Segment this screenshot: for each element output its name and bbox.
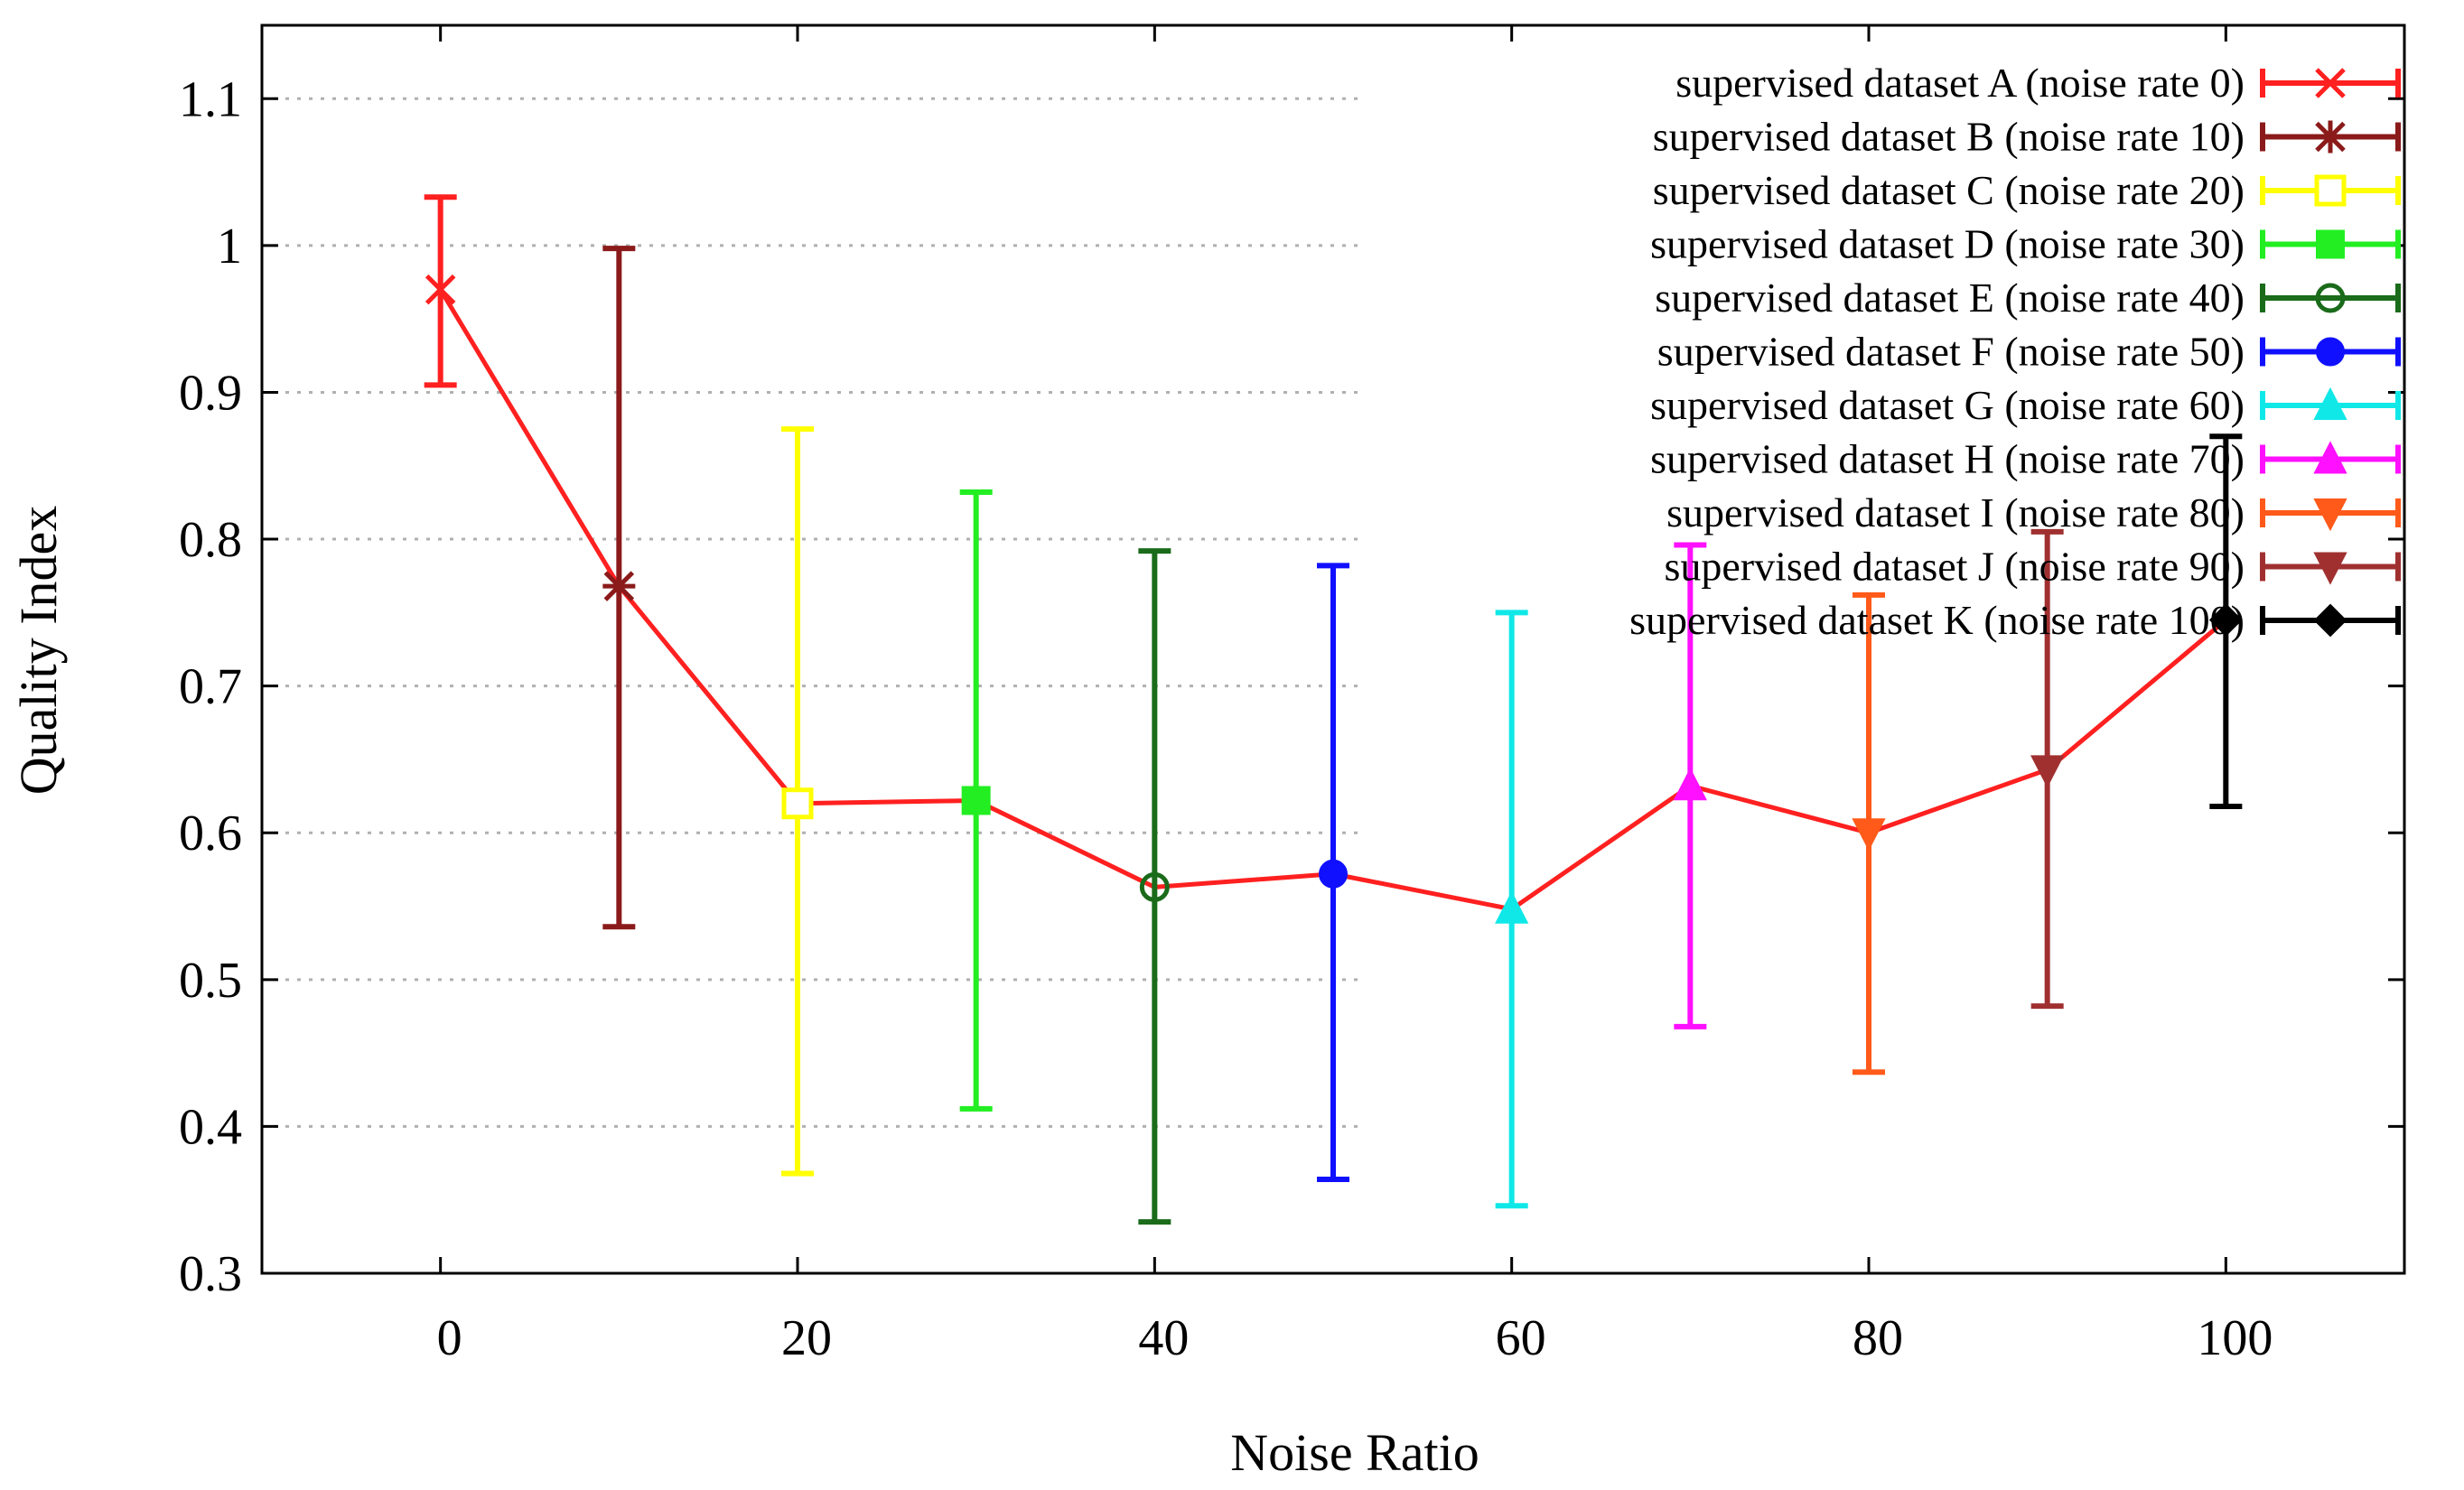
legend-item: supervised dataset A (noise rate 0) xyxy=(1675,60,2401,106)
legend-marker-shape xyxy=(2313,498,2347,532)
data-point-shape xyxy=(961,786,991,815)
y-tick-label: 0.4 xyxy=(179,1099,242,1155)
data-point-shape xyxy=(425,274,456,305)
legend-item: supervised dataset B (noise rate 10) xyxy=(1653,114,2401,160)
legend-marker-shape xyxy=(2314,120,2347,154)
data-point-shape xyxy=(1139,871,1170,902)
legend-item: supervised dataset I (noise rate 80) xyxy=(1666,489,2401,535)
legend-marker-shape xyxy=(2316,337,2345,367)
data-point-shape xyxy=(602,570,636,603)
legend-label: supervised dataset B (noise rate 10) xyxy=(1653,114,2245,160)
y-axis-label: Quality Index xyxy=(9,506,68,796)
y-tick-label: 1 xyxy=(217,219,242,275)
legend-item: supervised dataset F (noise rate 50) xyxy=(1657,329,2401,375)
y-tick-label: 0.9 xyxy=(179,365,242,421)
legend-marker xyxy=(2316,337,2345,367)
x-tick-label: 0 xyxy=(437,1310,462,1366)
legend-marker-shape xyxy=(2314,174,2347,207)
data-point xyxy=(425,274,456,305)
legend-marker-shape xyxy=(2313,603,2347,638)
legend-label: supervised dataset H (noise rate 70) xyxy=(1650,436,2245,482)
legend-marker-shape xyxy=(2315,283,2346,313)
data-point xyxy=(781,787,814,820)
legend-label: supervised dataset E (noise rate 40) xyxy=(1655,275,2245,321)
legend-label: supervised dataset J (noise rate 90) xyxy=(1664,544,2245,590)
legend-marker-shape xyxy=(2315,68,2346,98)
data-point-shape xyxy=(1319,859,1348,889)
data-point xyxy=(1673,768,1707,801)
data-point-shape xyxy=(781,787,814,820)
legend-marker xyxy=(2315,283,2346,313)
legend-item: supervised dataset C (noise rate 20) xyxy=(1653,167,2401,213)
x-tick-label: 20 xyxy=(781,1310,832,1366)
legend-marker xyxy=(2314,120,2347,154)
x-tick-label: 60 xyxy=(1496,1310,1546,1366)
legend-item: supervised dataset D (noise rate 30) xyxy=(1650,221,2401,267)
data-point-shape xyxy=(2208,603,2243,637)
legend-marker xyxy=(2316,229,2345,259)
legend-item: supervised dataset E (noise rate 40) xyxy=(1655,275,2401,321)
data-markers xyxy=(425,274,2243,924)
y-tick-label: 0.5 xyxy=(179,953,242,1009)
x-tick-label: 80 xyxy=(1853,1310,1903,1366)
data-point-shape xyxy=(1495,890,1529,924)
legend-marker xyxy=(2313,441,2347,474)
legend-marker-shape xyxy=(2316,229,2345,259)
legend-item: supervised dataset H (noise rate 70) xyxy=(1650,436,2401,482)
legend-marker xyxy=(2313,603,2347,638)
data-point xyxy=(2030,755,2065,788)
data-point xyxy=(602,570,636,603)
legend-label: supervised dataset G (noise rate 60) xyxy=(1650,382,2245,428)
y-tick-label: 1.1 xyxy=(179,71,242,127)
legend-label: supervised dataset I (noise rate 80) xyxy=(1666,489,2245,535)
legend-label: supervised dataset F (noise rate 50) xyxy=(1657,329,2245,375)
legend-marker xyxy=(2313,552,2347,585)
legend-marker-shape xyxy=(2313,552,2347,585)
legend-marker xyxy=(2313,498,2347,532)
data-point-shape xyxy=(1852,818,1886,852)
data-point xyxy=(961,786,991,815)
legend-label: supervised dataset C (noise rate 20) xyxy=(1653,167,2245,213)
legend-item: supervised dataset G (noise rate 60) xyxy=(1650,382,2401,428)
y-tick-label: 0.7 xyxy=(179,659,242,715)
data-point xyxy=(2208,603,2243,637)
data-point xyxy=(1495,890,1529,924)
y-tick-label: 0.8 xyxy=(179,512,242,568)
legend-item: supervised dataset J (noise rate 90) xyxy=(1664,544,2401,590)
y-tick-label: 0.3 xyxy=(179,1246,242,1302)
legend-marker xyxy=(2314,174,2347,207)
x-tick-label: 40 xyxy=(1138,1310,1189,1366)
legend-marker-shape xyxy=(2313,386,2347,420)
legend-marker-shape xyxy=(2313,441,2347,474)
legend: supervised dataset A (noise rate 0) super… xyxy=(1629,60,2401,643)
legend-label: supervised dataset K (noise rate 100) xyxy=(1629,597,2245,643)
legend-label: supervised dataset D (noise rate 30) xyxy=(1650,221,2245,267)
x-axis-label: Noise Ratio xyxy=(1230,1423,1479,1482)
data-point xyxy=(1319,859,1348,889)
data-point xyxy=(1852,818,1886,852)
data-point xyxy=(1139,871,1170,902)
legend-label: supervised dataset A (noise rate 0) xyxy=(1675,60,2245,106)
axis-ticks: 0.3 0.4 0.5 0.6 0.7 0.8 0.9 1 1.1 0 20 40 60 80 100 xyxy=(179,25,2404,1366)
legend-item: supervised dataset K (noise rate 100) xyxy=(1629,597,2401,643)
grid xyxy=(262,97,1364,1128)
legend-marker xyxy=(2313,386,2347,420)
data-point-shape xyxy=(2030,755,2065,788)
x-tick-label: 100 xyxy=(2197,1310,2273,1366)
legend-marker xyxy=(2315,68,2346,98)
plot-frame xyxy=(260,23,2406,1275)
y-tick-label: 0.6 xyxy=(179,806,242,861)
error-bar xyxy=(1138,548,1171,1225)
data-point-shape xyxy=(1673,768,1707,801)
